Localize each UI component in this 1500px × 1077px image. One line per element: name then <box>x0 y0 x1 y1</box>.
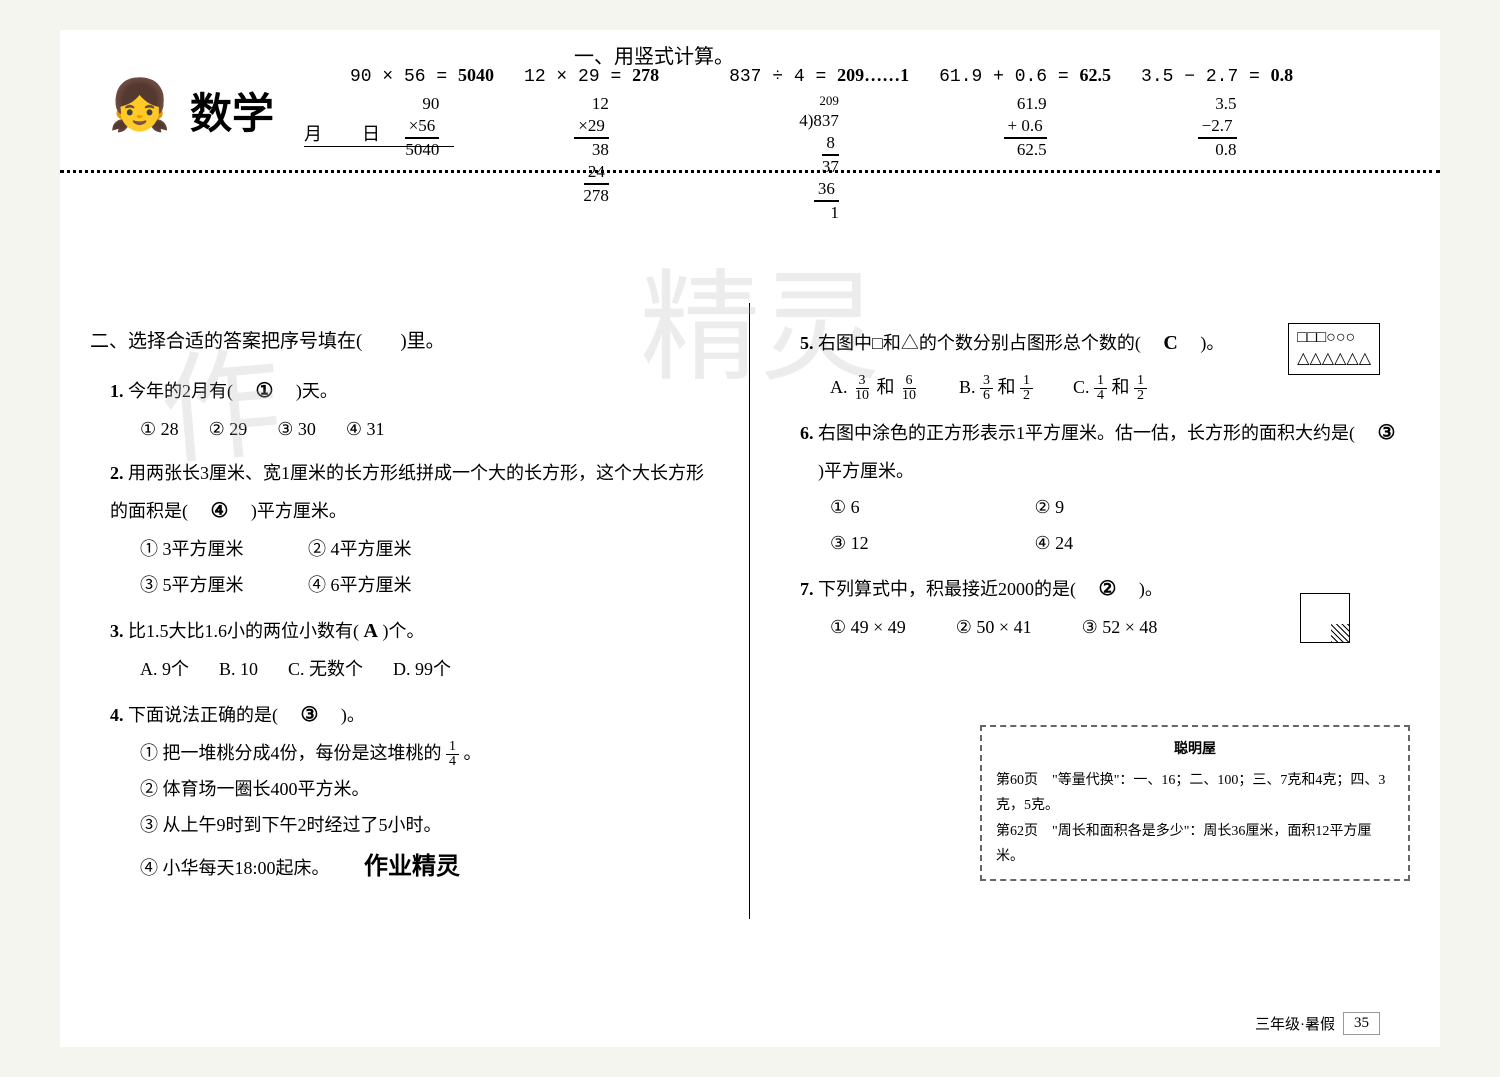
option: ② 29 <box>209 411 248 447</box>
calc-item: 12 × 29 = 278 12 ×29 38 24 278 <box>524 65 659 224</box>
option: B. 10 <box>219 651 258 687</box>
options: A. 9个 B. 10 C. 无数个 D. 99个 <box>110 651 719 687</box>
calc-answer: 209……1 <box>837 65 909 85</box>
handwritten-answer: C <box>1163 332 1177 354</box>
vertical-work: 12 ×29 38 24 278 <box>574 93 609 207</box>
option: C. 14 和 12 <box>1073 369 1147 405</box>
grade-label: 三年级·暑假 <box>1255 1013 1335 1034</box>
option: ④ 24 <box>1035 533 1074 553</box>
question-number: 5. <box>800 333 814 353</box>
calc-question: 61.9 + 0.6 = <box>939 67 1069 87</box>
option: ② 体育场一圈长400平方米。 <box>140 771 719 807</box>
section2-heading: 二、选择合适的答案把序号填在( )里。 <box>90 323 719 361</box>
calc-question: 90 × 56 = <box>350 67 447 87</box>
option: ① 3平方厘米 <box>140 539 244 559</box>
answer-box: 聪明屋 第60页 "等量代换"：一、16；二、100；三、7克和4克；四、3克，… <box>980 725 1410 881</box>
option: ③ 从上午9时到下午2时经过了5小时。 <box>140 807 719 843</box>
calc-item: 3.5 − 2.7 = 0.8 3.5 −2.7 0.8 <box>1141 65 1293 224</box>
calc-answer: 62.5 <box>1080 65 1112 85</box>
handwritten-answer: ② <box>1099 578 1117 600</box>
handwritten-answer: ④ <box>211 500 229 522</box>
question: 3. 比1.5大比1.6小的两位小数有( A )个。 A. 9个 B. 10 C… <box>90 611 719 687</box>
answer-line: 第60页 "等量代换"：一、16；二、100；三、7克和4克；四、3克，5克。 <box>996 768 1394 818</box>
option: ④ 6平方厘米 <box>308 575 412 595</box>
option: C. 无数个 <box>288 651 363 687</box>
question-number: 6. <box>800 423 814 443</box>
question-text: 比1.5大比1.6小的两位小数有( <box>128 621 359 641</box>
calc-answer: 278 <box>632 65 659 85</box>
options: ① 28 ② 29 ③ 30 ④ 31 <box>110 411 719 447</box>
vertical-work: 90 ×56 5040 <box>405 93 440 161</box>
shapes-diagram: □□□○○○ △△△△△△ <box>1288 323 1380 375</box>
calc-item: 61.9 + 0.6 = 62.5 61.9 + 0.6 62.5 <box>939 65 1111 224</box>
calc-answer: 5040 <box>458 65 494 85</box>
subject-title: 数学 <box>190 80 274 141</box>
option: ④ 31 <box>346 411 385 447</box>
question-text: 下面说法正确的是( <box>128 705 296 725</box>
handwritten-note: 作业精灵 <box>364 854 460 880</box>
option: ③ 12 <box>830 525 1030 561</box>
question-number: 2. <box>110 463 124 483</box>
option: ① 把一堆桃分成4份，每份是这堆桃的 14 。 <box>140 735 719 771</box>
options: ① 3平方厘米 ② 4平方厘米 ③ 5平方厘米 ④ 6平方厘米 <box>110 531 719 603</box>
vertical-work: 61.9 + 0.6 62.5 <box>1004 93 1047 161</box>
handwritten-answer: ③ <box>301 704 319 726</box>
option: ① 28 <box>140 411 179 447</box>
question-number: 1. <box>110 381 124 401</box>
question: 4. 下面说法正确的是( ③ )。 ① 把一堆桃分成4份，每份是这堆桃的 14 … <box>90 695 719 891</box>
question: 5. 右图中□和△的个数分别占图形总个数的( C )。 □□□○○○ △△△△△… <box>780 323 1410 405</box>
question-number: 3. <box>110 621 124 641</box>
calc-item: 837 ÷ 4 = 209……1 209 4)837 8 37 36 1 <box>729 65 909 224</box>
option: ① 6 <box>830 489 1030 525</box>
handwritten-answer: ① <box>256 380 274 402</box>
options: ① 6 ② 9 ③ 12 ④ 24 <box>800 489 1410 561</box>
vertical-work: 3.5 −2.7 0.8 <box>1198 93 1237 161</box>
handwritten-answer: A <box>364 620 378 642</box>
question-number: 7. <box>800 579 814 599</box>
handwritten-answer: ③ <box>1378 422 1396 444</box>
option: ④ 小华每天18:00起床。 <box>140 858 330 878</box>
vertical-work: 209 4)837 8 37 36 1 <box>799 93 839 224</box>
month-label: 月 <box>304 120 322 146</box>
option: ③ 52 × 48 <box>1082 609 1158 645</box>
option: ③ 5平方厘米 <box>140 575 244 595</box>
calc-question: 3.5 − 2.7 = <box>1141 67 1260 87</box>
answer-box-title: 聪明屋 <box>996 737 1394 762</box>
option: ② 9 <box>1035 497 1065 517</box>
question-number: 4. <box>110 705 124 725</box>
option: A. 9个 <box>140 651 189 687</box>
right-column: 5. 右图中□和△的个数分别占图形总个数的( C )。 □□□○○○ △△△△△… <box>750 303 1440 919</box>
option: ② 4平方厘米 <box>308 539 412 559</box>
columns: 二、选择合适的答案把序号填在( )里。 1. 今年的2月有( ① )天。 ① 2… <box>60 303 1440 919</box>
option: D. 99个 <box>393 651 451 687</box>
answer-line: 第62页 "周长和面积各是多少"：周长36厘米，面积12平方厘米。 <box>996 819 1394 869</box>
option: ③ 30 <box>277 411 316 447</box>
mascot-icon: 👧 <box>100 50 180 160</box>
option: A. 310 和 610 <box>830 369 919 405</box>
area-diagram <box>1300 593 1350 643</box>
question-text: 下列算式中，积最接近2000的是( <box>818 579 1094 599</box>
option: ② 50 × 41 <box>956 609 1032 645</box>
page-number: 35 <box>1343 1012 1380 1035</box>
options: ① 把一堆桃分成4份，每份是这堆桃的 14 。 ② 体育场一圈长400平方米。 … <box>110 735 719 891</box>
option: ① 49 × 49 <box>830 609 906 645</box>
calc-question: 12 × 29 = <box>524 67 621 87</box>
question-text: 右图中涂色的正方形表示1平方厘米。估一估，长方形的面积大约是( <box>818 423 1373 443</box>
calc-item: 90 × 56 = 5040 90 ×56 5040 <box>350 65 494 224</box>
question: 2. 用两张长3厘米、宽1厘米的长方形纸拼成一个大的长方形，这个大长方形的面积是… <box>90 455 719 603</box>
question-text: 右图中□和△的个数分别占图形总个数的( <box>818 333 1159 353</box>
question: 1. 今年的2月有( ① )天。 ① 28 ② 29 ③ 30 ④ 31 <box>90 371 719 447</box>
question: 6. 右图中涂色的正方形表示1平方厘米。估一估，长方形的面积大约是( ③ )平方… <box>780 413 1410 561</box>
calc-question: 837 ÷ 4 = <box>729 67 826 87</box>
option: B. 36 和 12 <box>959 369 1033 405</box>
left-column: 二、选择合适的答案把序号填在( )里。 1. 今年的2月有( ① )天。 ① 2… <box>60 303 750 919</box>
question-text: 用两张长3厘米、宽1厘米的长方形纸拼成一个大的长方形，这个大长方形的面积是( <box>110 463 704 521</box>
calculation-row: 90 × 56 = 5040 90 ×56 5040 12 × 29 = 278… <box>350 65 1293 224</box>
calc-answer: 0.8 <box>1271 65 1294 85</box>
page-footer: 三年级·暑假 35 <box>1255 1012 1380 1035</box>
worksheet-page: 作 精灵 👧 数学 月 日 一、用竖式计算。 90 × 56 = 5040 90… <box>60 30 1440 1047</box>
question-text: 今年的2月有( <box>128 381 251 401</box>
